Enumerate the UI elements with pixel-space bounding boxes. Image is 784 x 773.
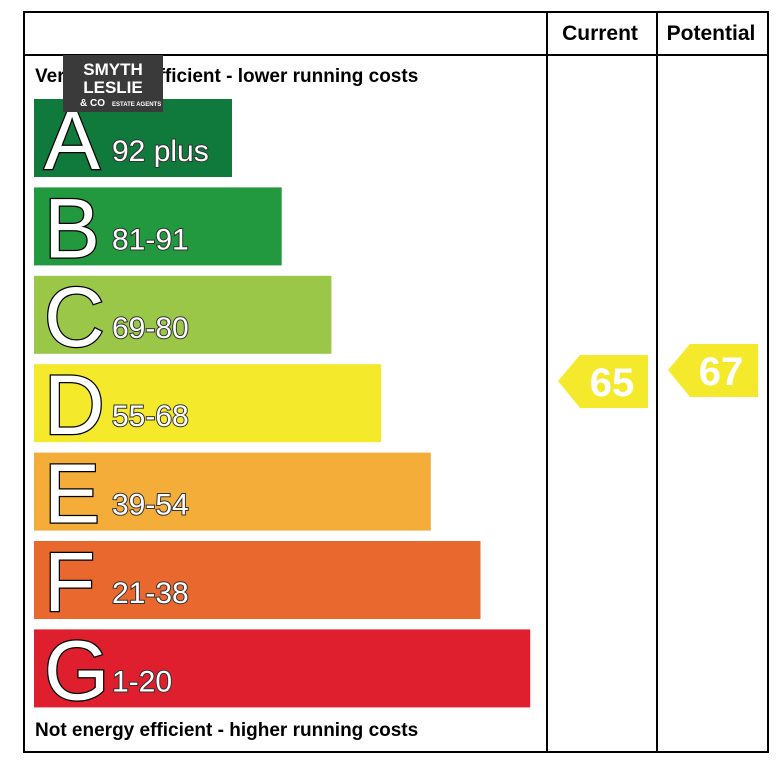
band-bar bbox=[34, 452, 431, 531]
band-range: 1-20 bbox=[112, 665, 172, 698]
band-bar bbox=[34, 629, 531, 708]
band-bar bbox=[34, 187, 282, 266]
band-bar bbox=[34, 541, 481, 619]
header-current: Current bbox=[562, 22, 638, 45]
logo-box bbox=[63, 55, 163, 112]
potential-rating: 67 bbox=[699, 350, 744, 394]
logo-text: & CO bbox=[80, 98, 105, 109]
band-range: 81-91 bbox=[112, 223, 189, 256]
logo-text: LESLIE bbox=[83, 78, 143, 97]
current-arrow bbox=[558, 355, 648, 408]
band-letter: G bbox=[44, 623, 109, 717]
band-range: 39-54 bbox=[112, 489, 189, 522]
logo: SMYTH LESLIE & CO ESTATE AGENTS bbox=[63, 55, 163, 112]
current-rating: 65 bbox=[590, 361, 635, 405]
potential-arrow bbox=[668, 344, 758, 397]
bottom-note: Not energy efficient - higher running co… bbox=[35, 720, 418, 741]
band-range: 55-68 bbox=[112, 400, 189, 433]
band-range: 69-80 bbox=[112, 312, 189, 345]
band-range: 21-38 bbox=[112, 577, 189, 610]
band-letter: D bbox=[44, 358, 105, 452]
band-letter: F bbox=[44, 535, 95, 629]
logo-text: SMYTH bbox=[83, 60, 143, 79]
band-bar bbox=[34, 364, 382, 443]
band-letter: C bbox=[44, 270, 105, 364]
band-letter: B bbox=[44, 181, 100, 275]
header-potential: Potential bbox=[667, 22, 756, 45]
band-letter: E bbox=[44, 447, 100, 541]
logo-text: ESTATE AGENTS bbox=[112, 102, 161, 108]
band-range: 92 plus bbox=[112, 135, 209, 168]
band-bar bbox=[34, 275, 332, 354]
frame bbox=[23, 11, 769, 753]
